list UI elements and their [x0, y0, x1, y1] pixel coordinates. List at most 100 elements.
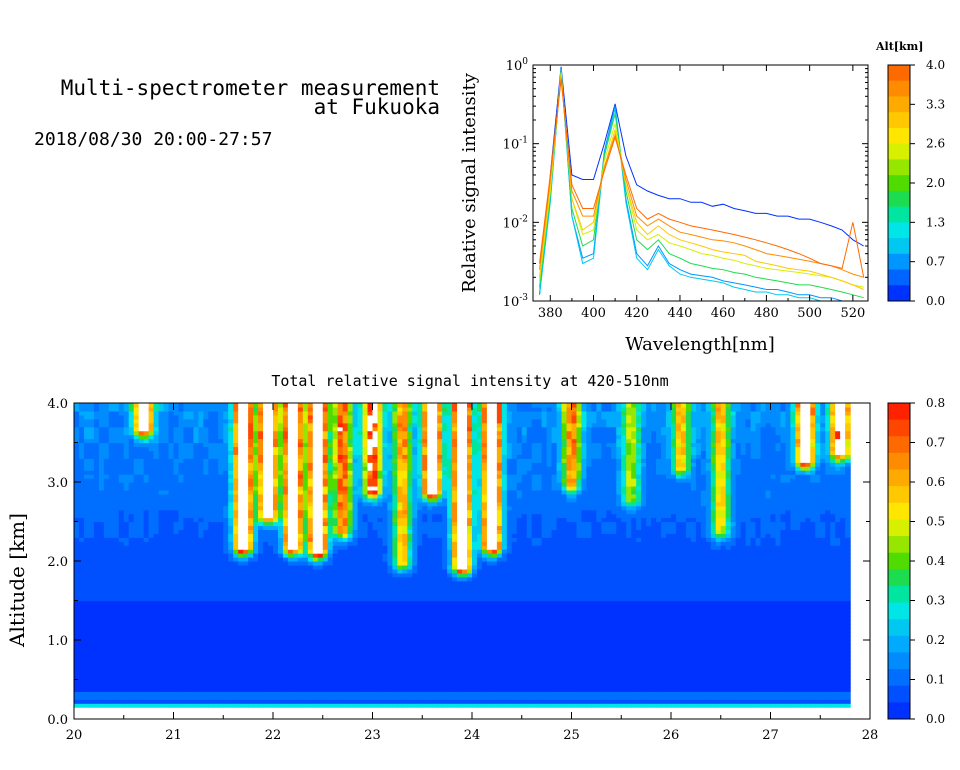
- heatmap-cell: [163, 580, 170, 586]
- heatmap-cell: [317, 442, 324, 448]
- heatmap-cell: [113, 537, 120, 542]
- heatmap-cell: [287, 406, 294, 412]
- heatmap-cell: [93, 414, 100, 420]
- heatmap-cell: [153, 703, 160, 708]
- heatmap-cell: [203, 651, 209, 657]
- heatmap-cell: [108, 414, 115, 420]
- heatmap-cell: [168, 406, 175, 412]
- heatmap-cell: [163, 509, 170, 515]
- heatmap-cell: [307, 643, 314, 649]
- heatmap-cell: [143, 679, 150, 685]
- heatmap-cell: [88, 529, 95, 534]
- heatmap-cell: [168, 592, 175, 598]
- heatmap-cell: [118, 442, 125, 448]
- heatmap-cell: [307, 406, 314, 412]
- heatmap-cell: [138, 557, 145, 562]
- heatmap-cell: [78, 671, 85, 677]
- heatmap-cell: [357, 450, 364, 455]
- heatmap-cell: [327, 612, 334, 617]
- heatmap-cell: [233, 497, 239, 503]
- heatmap-cell: [193, 636, 199, 641]
- altitude-colorbar-swatch: [888, 143, 910, 160]
- heatmap-cell: [282, 422, 289, 428]
- heatmap-cell: [317, 675, 324, 681]
- heatmap-cell: [347, 505, 354, 511]
- heatmap-cell: [118, 675, 125, 681]
- heatmap-cell: [148, 703, 155, 708]
- heatmap-cell: [118, 647, 125, 653]
- heatmap-cell: [113, 529, 120, 534]
- heatmap-cell: [327, 474, 334, 479]
- heatmap-cell: [188, 624, 194, 629]
- heatmap-cell: [317, 636, 324, 641]
- heatmap-cell: [113, 616, 120, 621]
- heatmap-cell: [123, 403, 130, 408]
- heatmap-cell: [282, 584, 289, 590]
- heatmap-cell: [382, 576, 389, 582]
- heatmap-cell: [208, 462, 214, 467]
- heatmap-cell: [233, 545, 239, 550]
- heatmap-cell: [93, 703, 100, 708]
- heatmap-cell: [307, 679, 314, 685]
- heatmap-cell: [302, 482, 309, 487]
- heatmap-cell: [163, 659, 170, 665]
- heatmap-cell: [93, 482, 100, 487]
- heatmap-cell: [128, 517, 135, 523]
- heatmap-cell: [173, 612, 180, 617]
- heatmap-cell: [193, 628, 199, 633]
- heatmap-cell: [362, 683, 369, 688]
- heatmap-cell: [337, 406, 344, 412]
- heatmap-cell: [118, 517, 125, 523]
- heatmap-cell: [367, 533, 374, 538]
- heatmap-cell: [347, 545, 354, 550]
- heatmap-cell: [238, 699, 244, 704]
- heatmap-cell: [198, 434, 204, 440]
- heatmap-cell: [203, 659, 209, 665]
- heatmap-cell: [347, 466, 354, 471]
- heatmap-cell: [322, 588, 329, 594]
- heatmap-cell: [312, 561, 319, 566]
- heatmap-cell: [133, 545, 140, 550]
- heatmap-cell: [287, 485, 294, 491]
- heatmap-cell: [108, 580, 115, 586]
- heatmap-cell: [188, 426, 194, 432]
- heatmap-cell: [158, 604, 165, 609]
- heatmap-cell: [78, 426, 85, 432]
- heatmap-cell: [183, 671, 190, 677]
- heatmap-cell: [163, 632, 170, 637]
- heatmap-cell: [158, 691, 165, 696]
- heatmap-cell: [143, 557, 150, 562]
- heatmap-cell: [118, 584, 125, 590]
- heatmap-cell: [218, 655, 224, 661]
- heatmap-cell: [123, 568, 130, 574]
- heatmap-cell: [292, 549, 299, 554]
- heatmap-cell: [352, 426, 359, 432]
- heatmap-cell: [268, 604, 274, 609]
- heatmap-cell: [277, 442, 284, 448]
- heatmap-cell: [158, 557, 165, 562]
- heatmap-cell: [312, 572, 319, 578]
- heatmap-cell: [118, 691, 125, 696]
- heatmap-cell: [78, 549, 85, 554]
- heatmap-cell: [233, 695, 239, 700]
- heatmap-cell: [148, 561, 155, 566]
- heatmap-cell: [263, 561, 269, 566]
- heatmap-cell: [377, 580, 384, 586]
- heatmap-cell: [233, 655, 239, 661]
- heatmap-cell: [133, 655, 140, 661]
- heatmap-cell: [83, 485, 90, 491]
- heatmap-cell: [258, 434, 264, 440]
- heatmap-cell: [297, 557, 304, 562]
- heatmap-cell: [297, 505, 304, 511]
- heatmap-cell: [268, 679, 274, 685]
- heatmap-cell: [382, 580, 389, 586]
- heatmap-cell: [253, 699, 259, 704]
- heatmap-cell: [287, 557, 294, 562]
- heatmap-cell: [173, 568, 180, 574]
- heatmap-cell: [168, 636, 175, 641]
- heatmap-cell: [287, 553, 294, 558]
- heatmap-cell: [83, 509, 90, 515]
- heatmap-cell: [337, 458, 344, 463]
- heatmap-cell: [98, 608, 105, 613]
- heatmap-cell: [342, 493, 349, 499]
